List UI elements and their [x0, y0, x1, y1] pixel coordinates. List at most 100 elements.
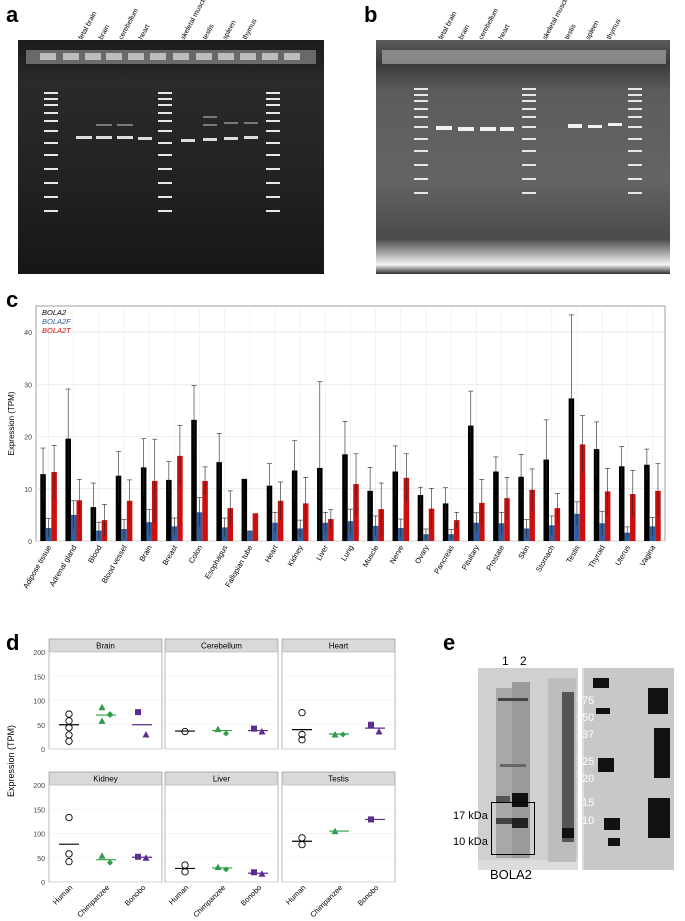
panel-label-b: b: [364, 2, 378, 27]
bar-bola2: [493, 471, 499, 541]
gel-image-a: [18, 40, 324, 274]
x-tick-label: Breast: [160, 543, 179, 567]
panel-label-e: e: [443, 630, 456, 655]
gel-b-lane-label: thymus: [605, 17, 623, 41]
bar-bola2t: [277, 500, 284, 541]
panel-label-c: c: [6, 287, 19, 312]
y-tick-label: 100: [33, 832, 45, 839]
facet-title: Heart: [329, 642, 349, 651]
gel-b-lane-label: fetal brain: [437, 10, 459, 41]
ladder-label: 37: [582, 729, 595, 741]
chimpanzee-point: [98, 703, 106, 711]
legend-entry: BOLA2F: [42, 317, 71, 326]
x-tick-label: Colon: [187, 544, 205, 565]
bonobo-point: [258, 728, 266, 735]
gel-a-lane-label: testis: [201, 23, 216, 41]
human-point: [181, 868, 189, 876]
x-tick-label: Chimpanzee: [191, 883, 227, 919]
ladder-label: 75: [582, 695, 595, 707]
human-point: [65, 850, 73, 858]
y-tick-label: 50: [37, 723, 45, 730]
y-tick-label: 50: [37, 856, 45, 863]
bonobo-point: [135, 853, 141, 860]
bar-bola2: [241, 478, 248, 541]
human-point: [181, 727, 189, 736]
bar-bola2: [40, 474, 46, 541]
y-tick-label: 200: [33, 650, 45, 657]
x-tick-label: Liver: [314, 543, 330, 562]
bar-bola2: [191, 419, 197, 541]
gel-b-lane-label: heart: [497, 23, 512, 41]
bar-bola2: [216, 462, 222, 541]
bar-bola2t: [51, 472, 57, 541]
x-tick-label: Kidney: [286, 543, 305, 568]
bar-bola2: [543, 459, 550, 541]
gel-a-lane-label: fetal brain: [77, 10, 99, 41]
x-tick-label: Nerve: [388, 544, 406, 566]
human-point: [65, 857, 73, 866]
legend-entry: BOLA2T: [42, 326, 72, 335]
chimpanzee-point: [214, 725, 222, 733]
x-tick-label: Testis: [564, 543, 582, 564]
bar-bola2: [115, 475, 122, 541]
blot-lane-2-label: 2: [520, 654, 527, 668]
western-blot-image: [478, 668, 674, 870]
gel-b-lane-label: brain: [457, 23, 472, 41]
bar-bola2t: [328, 519, 334, 541]
bar-bola2t: [554, 508, 561, 541]
human-point: [65, 737, 73, 745]
chimpanzee-point: [107, 712, 113, 719]
chimpanzee-point: [331, 730, 339, 738]
bar-bola2: [644, 464, 650, 541]
chimpanzee-point: [98, 852, 106, 859]
blot-highlight-box: [491, 802, 535, 855]
x-tick-label: Human: [284, 883, 307, 906]
blot-size-label-17kda: 17 kDa: [453, 810, 488, 822]
gel-b-lane-label: spleen: [584, 19, 601, 41]
bar-bola2t: [177, 455, 183, 541]
x-tick-label: Esophagus: [203, 543, 230, 580]
bonobo-point: [258, 870, 266, 877]
chimpanzee-point: [223, 730, 229, 737]
x-tick-label: Vagina: [638, 543, 658, 568]
x-tick-label: Stomach: [534, 544, 557, 574]
x-tick-label: Pituitary: [460, 543, 481, 571]
x-tick-label: Bonobo: [356, 883, 381, 908]
sample-bands: [76, 136, 258, 142]
x-tick-label: Ovary: [413, 543, 431, 565]
y-tick-label: 0: [41, 747, 45, 754]
bonobo-point: [142, 730, 150, 738]
x-tick-label: Adrenal gland: [48, 544, 79, 589]
y-tick-label: 0: [28, 539, 32, 546]
x-tick-label: Muscle: [361, 544, 381, 569]
x-tick-label: Lung: [339, 544, 355, 563]
x-tick-label: Thyroid: [587, 544, 607, 570]
faint-bands: [96, 116, 258, 126]
bonobo-point: [368, 816, 374, 823]
bar-bola2: [392, 471, 399, 541]
bonobo-point: [251, 869, 257, 876]
gel-image-b: [376, 40, 670, 274]
gel-a-lane-label: heart: [137, 23, 152, 41]
x-tick-label: Uterus: [613, 543, 632, 567]
human-point: [65, 724, 73, 732]
x-tick-label: Human: [51, 883, 74, 906]
ladder-lane-right: [628, 88, 642, 194]
bar-bola2: [140, 467, 147, 541]
y-axis-label: Expression (TPM): [6, 725, 16, 797]
human-point: [298, 730, 306, 739]
x-tick-label: Brain: [137, 544, 154, 564]
bar-bola2: [467, 425, 474, 541]
bar-bola2t: [579, 444, 586, 541]
bar-bola2t: [202, 480, 208, 541]
facet-title: Brain: [96, 642, 115, 651]
ladder-label: 50: [582, 712, 595, 724]
bar-bola2: [65, 438, 71, 541]
chimpanzee-point: [98, 717, 106, 724]
y-axis-label: Expression (TPM): [7, 391, 16, 455]
x-tick-label: Prostate: [484, 544, 506, 573]
y-tick-label: 150: [33, 807, 45, 814]
ladder-label: 20: [582, 773, 595, 785]
bar-bola2t: [403, 477, 410, 541]
